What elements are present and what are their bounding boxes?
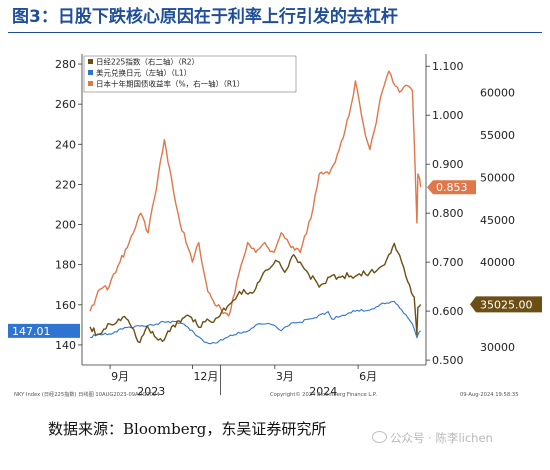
left-tick-label: 200: [55, 219, 76, 232]
x-tick-label: 12月: [193, 370, 218, 383]
footer-right: 09-Aug-2024 19:58:35: [460, 392, 519, 398]
left-tick-label: 140: [55, 339, 76, 352]
right1-tick-label: 1.100: [432, 60, 464, 73]
series-line-nikkei: [89, 242, 422, 344]
right2-tick-label: 55000: [480, 129, 515, 142]
legend-swatch-usdjpy: [88, 70, 93, 75]
source-note: 数据来源：Bloomberg，东吴证券研究所: [48, 420, 327, 438]
left-tick-label: 240: [55, 138, 76, 151]
right1-tick-label: 0.500: [432, 354, 464, 367]
chart-svg: 140 160 180 200 220 240 260 280 0.500 0.600 0.700 0…: [8, 44, 544, 402]
legend-label-jgb: 日本十年期国债收益率（%，右一轴）（R1）: [96, 79, 244, 89]
right1-tick-label: 0.600: [432, 305, 464, 318]
legend-label-usdjpy: 美元兑换日元（左轴）（L1）: [96, 68, 191, 78]
legend: 日经225指数（右二轴）（R2）美元兑换日元（左轴）（L1）日本十年期国债收益率…: [83, 55, 297, 93]
right2-tick-label: 50000: [480, 171, 515, 184]
chart-panel: 140 160 180 200 220 240 260 280 0.500 0.600 0.700 0…: [8, 44, 544, 402]
x-tick-label: 9月: [111, 370, 129, 383]
x-tick-label: 3月: [276, 370, 294, 383]
jgb-value-label: 0.853: [436, 181, 468, 194]
left-tick-label: 280: [55, 58, 76, 71]
legend-frame: [83, 55, 297, 93]
right1-tick-label: 0.900: [432, 158, 464, 171]
legend-label-nikkei: 日经225指数（右二轴）（R2）: [96, 57, 199, 67]
usdjpy-value-label: 147.01: [12, 325, 51, 338]
jgb-value-tag: [427, 180, 476, 195]
legend-swatch-nikkei: [88, 59, 93, 64]
x-year-label: 2023: [137, 385, 165, 398]
nikkei-value-tag: [470, 296, 542, 313]
left-tick-label: 220: [55, 178, 76, 191]
series-group: [89, 70, 422, 345]
left-tick-label: 260: [55, 98, 76, 111]
right1-tick-label: 0.700: [432, 256, 464, 269]
series-line-usdjpy: [90, 300, 421, 345]
x-tick-label: 6月: [359, 370, 377, 383]
footer-center: Copyright© 2024 Bloomberg Finance L.P.: [270, 391, 377, 398]
right2-tick-label: 60000: [480, 87, 515, 100]
nikkei-value-label: 35025.00: [480, 298, 533, 311]
left-tick-label: 180: [55, 259, 76, 272]
footer-left: NKY Index (日经225指数) 日线图 10AUG2023-09AUG2…: [14, 390, 160, 398]
figure-title: 图3：日股下跌核心原因在于利率上行引发的去杠杆: [12, 7, 398, 27]
right2-tick-label: 40000: [480, 256, 515, 269]
x-year-label: 2024: [309, 385, 337, 398]
left-tick-label: 160: [55, 299, 76, 312]
usdjpy-value-tag: [8, 323, 80, 338]
title-rule: [8, 32, 542, 33]
right2-tick-label: 45000: [480, 214, 515, 227]
right2-tick-label: 30000: [480, 341, 515, 354]
right1-tick-label: 1.000: [432, 109, 464, 122]
wechat-icon: [372, 431, 387, 443]
watermark-text: 公众号 · 陈李lichen: [390, 431, 493, 445]
right1-tick-label: 0.800: [432, 207, 464, 220]
watermark: 公众号 · 陈李lichen: [372, 430, 493, 446]
series-line-jgb: [89, 70, 422, 317]
legend-swatch-jgb: [88, 81, 93, 86]
value-tags: 147.01 0.853 35025.00: [8, 180, 542, 338]
